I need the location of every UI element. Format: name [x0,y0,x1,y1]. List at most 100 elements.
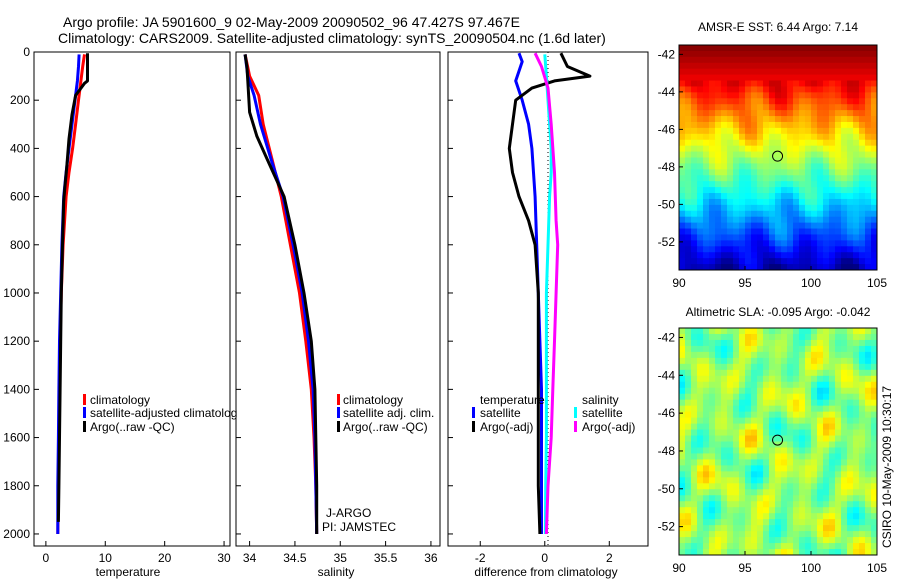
heatmap-cell [805,459,812,466]
heatmap-cell [751,411,758,419]
heatmap-cell [793,216,800,224]
heatmap-cell [745,369,752,377]
heatmap-cell [781,501,788,508]
heatmap-cell [703,429,710,437]
heatmap-cell [745,50,752,58]
heatmap-cell [817,181,824,188]
heatmap-cell [679,537,686,544]
heatmap-cell [745,121,752,129]
heatmap-cell [829,145,836,153]
heatmap-cell [853,246,860,253]
heatmap-cell [811,483,818,490]
heatmap-cell [805,483,812,490]
heatmap-cell [721,104,728,111]
heatmap-cell [817,50,824,58]
heatmap-cell [709,252,716,259]
heatmap-cell [715,139,722,147]
heatmap-cell [775,169,782,176]
heatmap-cell [703,328,710,335]
heatmap-cell [769,68,776,76]
heatmap-cell [847,435,854,443]
heatmap-cell [715,387,722,395]
heatmap-cell [715,477,722,484]
heatmap-cell [727,435,734,443]
heatmap-cell [787,175,794,182]
heatmap-cell [769,110,776,117]
heatmap-cell [793,258,800,265]
heatmap-cell [721,459,728,466]
heatmap-cell [847,246,854,253]
heatmap-cell [769,86,776,93]
heatmap-cell [721,228,728,236]
heatmap-cell [841,549,848,555]
heatmap-cell [835,86,842,93]
heatmap-cell [817,86,824,93]
sst-map-title: AMSR-E SST: 6.44 Argo: 7.14 [698,20,858,34]
heatmap-cell [745,543,752,550]
heatmap-cell [757,204,764,212]
heatmap-cell [697,157,704,165]
heatmap-cell [835,513,842,520]
heatmap-cell [715,363,722,371]
heatmap-cell [781,240,788,247]
heatmap-cell [811,471,818,478]
heatmap-cell [751,477,758,484]
heatmap-cell [781,483,788,490]
heatmap-cell [859,157,866,165]
heatmap-cell [811,45,818,52]
heatmap-cell [775,519,782,526]
heatmap-cell [775,127,782,135]
heatmap-cell [745,116,752,123]
heatmap-cell [787,116,794,123]
heatmap-cell [823,121,830,129]
heatmap-cell [715,175,722,182]
heatmap-cell [763,351,770,359]
heatmap-cell [853,234,860,241]
heatmap-cell [685,187,692,194]
heatmap-cell [817,264,824,270]
heatmap-cell [697,393,704,401]
heatmap-cell [769,193,776,200]
heatmap-cell [787,216,794,224]
heatmap-cell [829,163,836,170]
heatmap-cell [751,175,758,182]
heatmap-cell [685,525,692,532]
heatmap-cell [817,193,824,200]
heatmap-cell [865,121,872,129]
heatmap-cell [799,381,806,389]
heatmap-cell [703,399,710,407]
heatmap-cell [697,441,704,449]
heatmap-cell [733,471,740,478]
heatmap-cell [853,240,860,247]
heatmap-cell [817,56,824,64]
heatmap-cell [721,328,728,335]
heatmap-cell [709,222,716,230]
heatmap-cell [757,246,764,253]
heatmap-cell [817,187,824,194]
heatmap-cell [679,121,686,129]
heatmap-cell [745,465,752,472]
heatmap-cell [775,181,782,188]
heatmap-cell [757,543,764,550]
heatmap-cell [709,417,716,425]
heatmap-cell [721,210,728,218]
heatmap-cell [811,411,818,419]
heatmap-cell [751,429,758,437]
heatmap-cell [733,222,740,230]
heatmap-cell [751,86,758,93]
heatmap-cell [703,110,710,117]
heatmap-cell [763,157,770,165]
heatmap-cell [715,459,722,466]
heatmap-cell [787,435,794,443]
heatmap-cell [763,80,770,88]
heatmap-cell [835,252,842,259]
heatmap-cell [709,459,716,466]
heatmap-cell [679,417,686,425]
heatmap-cell [697,531,704,538]
heatmap-cell [835,193,842,200]
heatmap-cell [823,193,830,200]
heatmap-cell [745,258,752,265]
heatmap-cell [835,74,842,82]
heatmap-cell [835,104,842,111]
heatmap-cell [865,68,872,76]
